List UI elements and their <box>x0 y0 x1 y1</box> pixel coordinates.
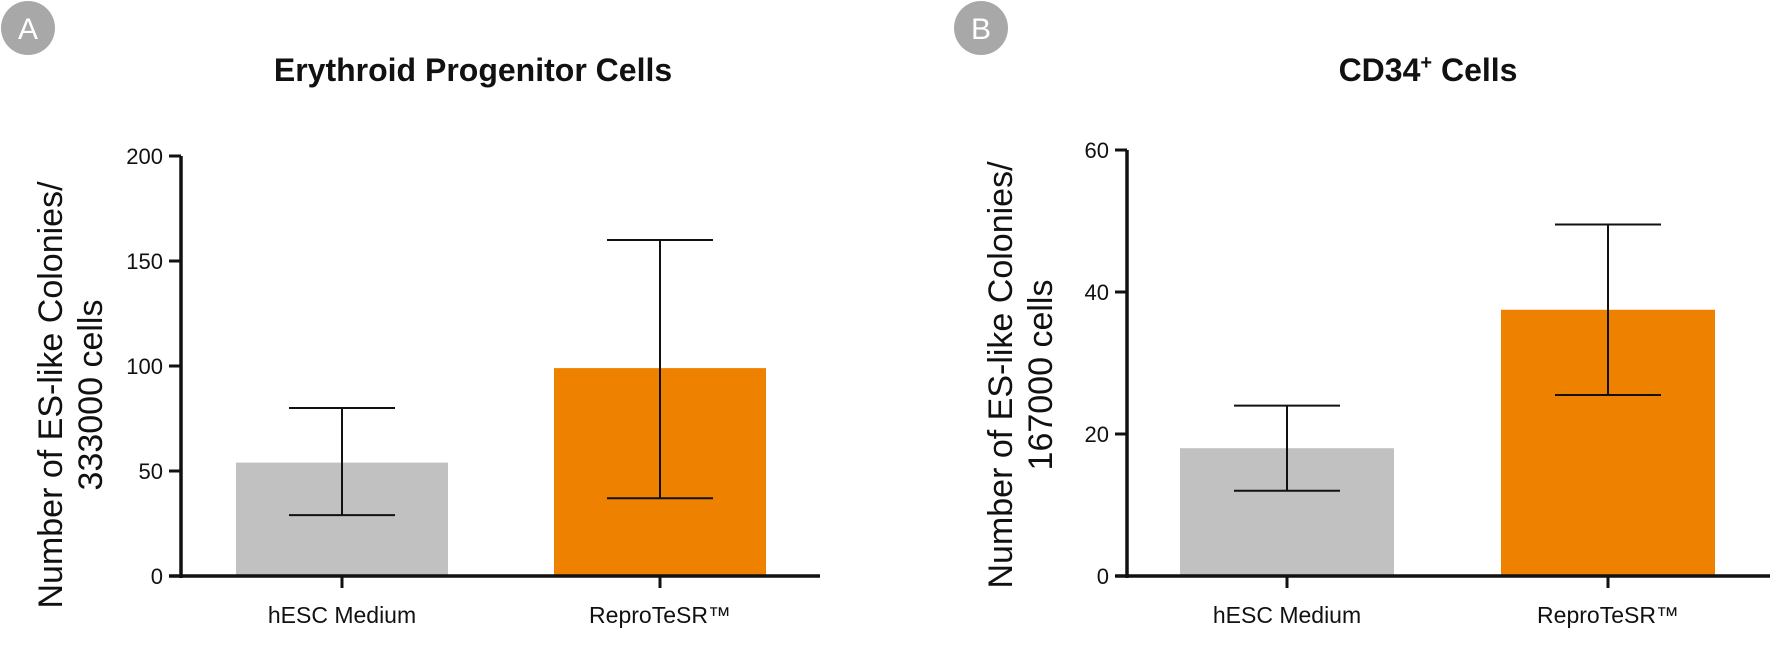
x-category-label: hESC Medium <box>1213 602 1361 628</box>
y-tick-label: 40 <box>1085 280 1109 305</box>
title-superscript: + <box>1420 52 1432 74</box>
panel-a-label: A <box>18 13 38 46</box>
y-tick-label: 50 <box>139 459 163 484</box>
chart-title: Erythroid Progenitor Cells <box>274 52 672 88</box>
y-tick-label: 0 <box>151 564 163 589</box>
y-tick-label: 200 <box>126 144 163 169</box>
erythroid-progenitor-chart: Erythroid Progenitor Cells Number of ES-… <box>32 52 820 628</box>
badge-circle <box>954 1 1008 55</box>
y-tick-label: 20 <box>1085 422 1109 447</box>
title-main: CD34 <box>1339 52 1421 88</box>
title-suffix: Cells <box>1432 52 1517 88</box>
y-tick-label: 60 <box>1085 138 1109 163</box>
cd34-cells-chart: CD34+ Cells Number of ES-like Colonies/ … <box>982 52 1770 628</box>
badge-circle <box>1 1 55 55</box>
plot-area: 0 50 100 150 200 hESC Medium ReproTeSR™ <box>126 144 820 628</box>
panel-b-label: B <box>971 13 991 46</box>
plot-area: 0 20 40 60 hESC Medium ReproTeSR™ <box>1085 138 1770 628</box>
x-category-label: hESC Medium <box>268 602 416 628</box>
x-category-label: ReproTeSR™ <box>1537 602 1679 628</box>
chart-title: CD34+ Cells <box>1339 52 1518 88</box>
panel-a-badge: A <box>1 1 55 55</box>
y-tick-label: 150 <box>126 249 163 274</box>
y-axis-label-line2: 167000 cells <box>1022 280 1060 471</box>
y-tick-label: 0 <box>1097 564 1109 589</box>
panel-b-badge: B <box>954 1 1008 55</box>
y-tick-label: 100 <box>126 354 163 379</box>
y-axis-label-line1: Number of ES-like Colonies/ <box>32 181 70 609</box>
y-axis-label-line2: 333000 cells <box>72 300 110 491</box>
y-axis-label-line1: Number of ES-like Colonies/ <box>982 161 1020 589</box>
x-category-label: ReproTeSR™ <box>589 602 731 628</box>
